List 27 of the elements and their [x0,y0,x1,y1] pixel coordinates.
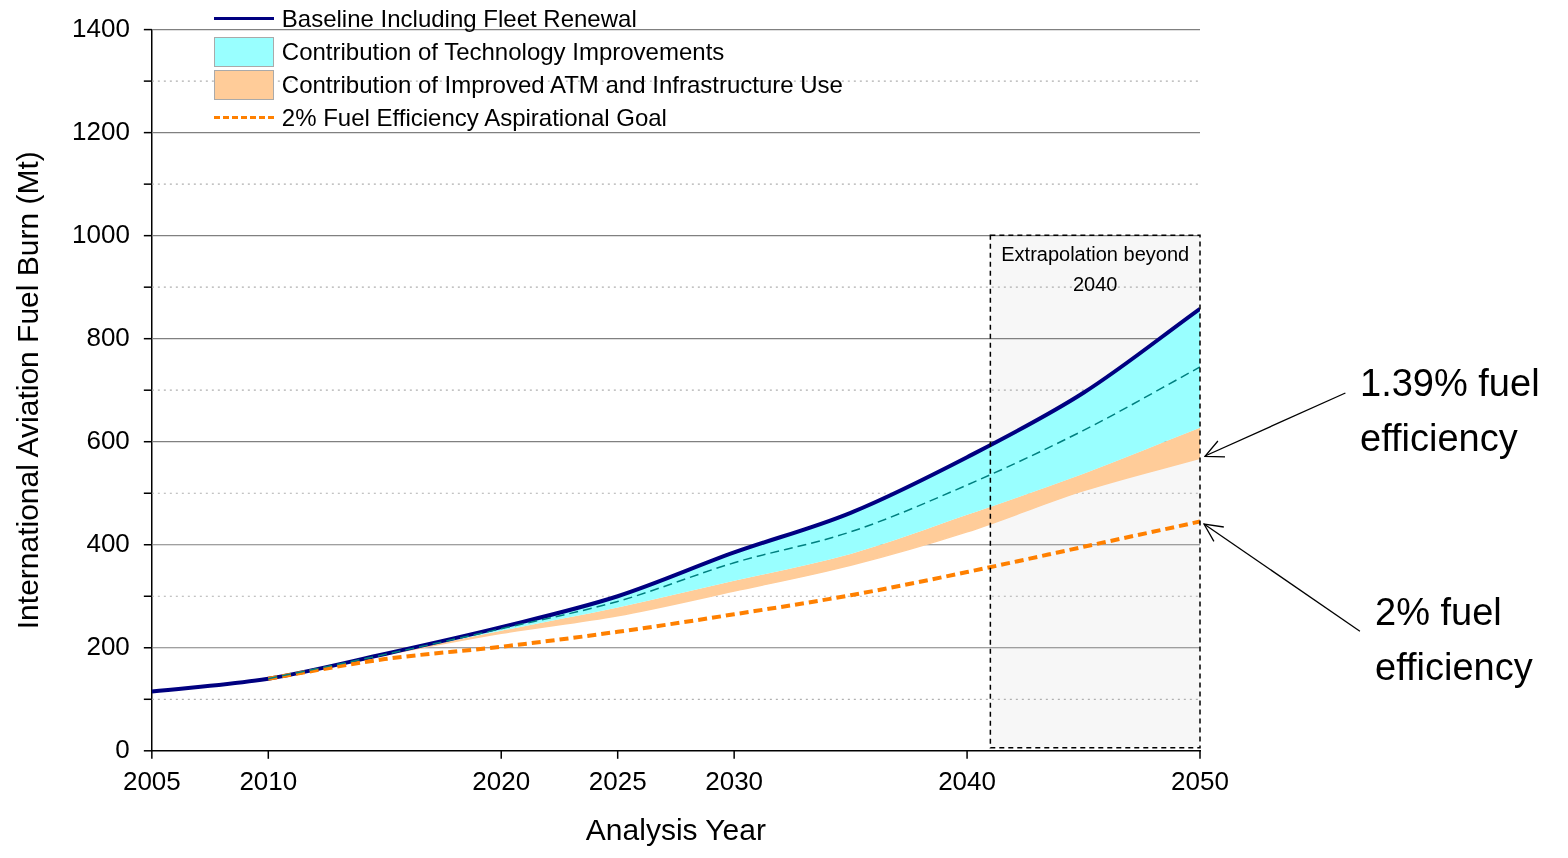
line-series [267,366,1200,680]
annotation: 2% fuel efficiency [1375,590,1533,688]
y-tick-label: 1200 [72,115,130,146]
y-tick-label: 600 [86,424,130,455]
x-tick-label: 2020 [472,765,531,796]
band-label: Extrapolation beyond 2040 [1001,242,1190,295]
y-tick-label: 200 [86,630,130,661]
x-tick-label: 2025 [588,765,647,796]
y-tick-label: 1400 [72,12,130,43]
legend-label: Baseline Including Fleet Renewal [281,4,637,34]
line-series [151,306,1200,694]
annotation: 1.39% fuel efficiency [1360,362,1540,460]
y-axis-title: International Aviation Fuel Burn (Mt) [11,151,45,630]
legend-label: Contribution of Improved ATM and Infrastructure Use [281,70,843,100]
x-axis-title: Analysis Year [585,813,766,847]
x-tick-label: 2010 [239,765,298,796]
y-tick-label: 800 [86,321,130,352]
x-tick-label: 2030 [705,765,764,796]
legend-label: 2% Fuel Efficiency Aspirational Goal [281,103,667,133]
y-tick-label: 0 [115,733,130,764]
legend-label: Contribution of Technology Improvements [281,37,725,67]
line-series [266,519,1200,681]
y-tick-label: 1000 [72,218,130,249]
x-tick-label: 2040 [938,765,996,796]
x-tick-label: 2005 [122,765,181,796]
x-tick-label: 2050 [1171,765,1229,796]
y-tick-label: 400 [86,527,130,558]
